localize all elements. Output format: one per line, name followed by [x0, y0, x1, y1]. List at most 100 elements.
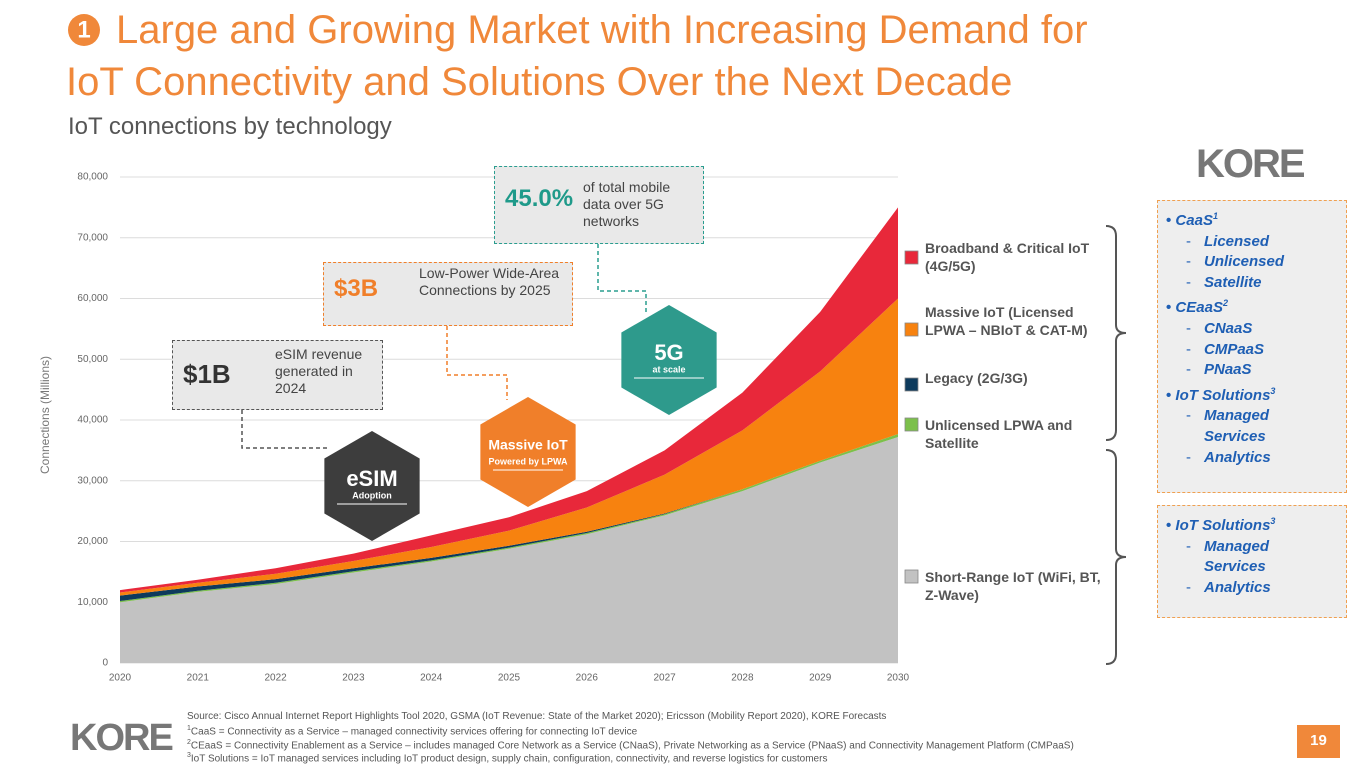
legend-swatch — [904, 250, 919, 265]
callout-value: $3B — [334, 275, 379, 302]
number: 1 — [77, 16, 90, 43]
x-tick-label: 2021 — [187, 673, 210, 684]
y-tick-label: 80,000 — [77, 172, 108, 183]
x-tick-label: 2026 — [576, 673, 599, 684]
offering-item: Licensed — [1166, 232, 1326, 253]
page-number-box: 19 — [1297, 725, 1340, 758]
connector — [241, 410, 330, 449]
badge-subtitle: Adoption — [352, 490, 392, 500]
footnote-text: CaaS = Connectivity as a Service – manag… — [190, 726, 638, 738]
x-tick-label: 2022 — [264, 673, 287, 684]
badge-hexagon — [480, 397, 576, 507]
legend-label: Short-Range IoT (WiFi, BT, Z-Wave) — [925, 569, 1101, 603]
offering-name: IoT Solutions — [1175, 386, 1271, 404]
y-tick-label: 30,000 — [77, 475, 108, 486]
offering-item: Managed Services — [1166, 406, 1326, 447]
callout-text: of total mobile data over 5G networks — [583, 179, 671, 229]
offering-name: CaaS — [1175, 212, 1213, 229]
y-tick-label: 70,000 — [77, 232, 108, 243]
source: Source: Cisco Annual Internet Report Hig… — [187, 711, 887, 722]
offering: IoT Solutions3 — [1166, 381, 1346, 407]
offering-item: Satellite — [1166, 273, 1326, 294]
y-tick-label: 60,000 — [77, 293, 108, 304]
legend-label: Legacy (2G/3G) — [925, 370, 1028, 386]
callout-box: $3B Low-Power Wide-Area Connections by 20… — [323, 262, 573, 326]
footnote: 1CaaS = Connectivity as a Service – mana… — [187, 725, 637, 737]
offering-sup: 3 — [1270, 516, 1276, 526]
footnote-mark: 1 — [187, 725, 191, 732]
callout-value: 45.0% — [505, 185, 574, 212]
badge-hexagon — [621, 305, 717, 415]
legend-swatch — [904, 417, 919, 432]
page-number: 19 — [1310, 732, 1327, 749]
offering: IoT Solutions3 — [1166, 511, 1346, 537]
logo: KORE — [70, 717, 174, 759]
offering: CEaaS2 — [1166, 293, 1346, 319]
offering-item: CMPaaS — [1166, 340, 1326, 361]
callout-text: Low-Power Wide-Area Connections by 2025 — [419, 265, 560, 298]
legend-swatch — [904, 322, 919, 337]
title-line: Large and Growing Market with Increasing… — [116, 8, 1088, 52]
legend-swatch — [904, 377, 919, 392]
area — [120, 207, 898, 593]
logo: KORE — [1196, 142, 1306, 186]
y-axis-label: Connections (Millions) — [38, 356, 52, 474]
offering-item: PNaaS — [1166, 360, 1326, 381]
x-tick-label: 2030 — [887, 673, 910, 684]
offering-item: CNaaS — [1166, 319, 1326, 340]
offering: CaaS1 — [1166, 206, 1346, 232]
offering-name: CEaaS — [1175, 299, 1223, 317]
brace — [1105, 449, 1127, 665]
footnote: 2CEaaS = Connectivity Enablement as a Se… — [187, 739, 1074, 751]
number-badge — [68, 14, 100, 46]
x-tick-label: 2024 — [420, 673, 443, 684]
footnote-text: IoT Solutions = IoT managed services inc… — [190, 753, 828, 765]
offerings-box: CaaS1LicensedUnlicensedSatelliteCEaaS2CN… — [1157, 200, 1347, 493]
offering-sup: 1 — [1212, 211, 1218, 221]
y-tick-label: 10,000 — [77, 597, 108, 608]
subtitle: IoT connections by technology — [68, 113, 392, 140]
offerings-box: IoT Solutions3Managed ServicesAnalytics — [1157, 505, 1347, 618]
x-tick-label: 2029 — [809, 673, 832, 684]
footnote-mark: 3 — [187, 752, 191, 759]
offering-item: Unlicensed — [1166, 252, 1326, 273]
offering-item: Analytics — [1166, 448, 1326, 469]
connector — [597, 244, 647, 312]
x-tick-label: 2023 — [342, 673, 365, 684]
badge-subtitle: Powered by LPWA — [488, 456, 568, 466]
callout-box: 45.0% of total mobile data over 5G networ… — [494, 166, 704, 244]
y-tick-label: 0 — [102, 658, 108, 669]
offering-item: Managed Services — [1166, 537, 1326, 578]
footnote: 3IoT Solutions = IoT managed services in… — [187, 752, 827, 764]
badge-hexagon — [324, 431, 420, 541]
callout-text: eSIM revenue generated in 2024 — [275, 346, 363, 396]
legend-swatch — [904, 569, 919, 584]
badge-title: eSIM — [346, 466, 397, 491]
x-tick-label: 2027 — [653, 673, 676, 684]
y-tick-label: 40,000 — [77, 415, 108, 426]
x-tick-label: 2020 — [109, 673, 132, 684]
callout-value: $1B — [183, 359, 231, 389]
connector — [446, 326, 508, 400]
legend-label: Massive IoT (Licensed LPWA – NBIoT & CAT… — [925, 304, 1088, 338]
badge-title: 5G — [654, 340, 683, 365]
offering-name: IoT Solutions — [1175, 517, 1271, 534]
title-line: IoT Connectivity and Solutions Over the … — [66, 60, 1013, 104]
badge-title: Massive IoT — [488, 437, 568, 453]
x-tick-label: 2025 — [498, 673, 521, 684]
callout-box: $1B eSIM revenue generated in 2024 — [172, 340, 383, 410]
brace — [1105, 225, 1127, 441]
offering-sup: 2 — [1222, 298, 1228, 309]
y-tick-label: 20,000 — [77, 536, 108, 547]
legend-label: Broadband & Critical IoT (4G/5G) — [925, 240, 1090, 274]
offering-sup: 3 — [1270, 385, 1276, 396]
legend-label: Unlicensed LPWA and Satellite — [925, 417, 1073, 451]
footnote-mark: 2 — [187, 738, 191, 746]
area — [120, 298, 898, 596]
offering-item: Analytics — [1166, 578, 1326, 599]
badge-subtitle: at scale — [652, 364, 685, 374]
area — [120, 437, 898, 663]
footnote-text: CEaaS = Connectivity Enablement as a Ser… — [190, 739, 1074, 751]
